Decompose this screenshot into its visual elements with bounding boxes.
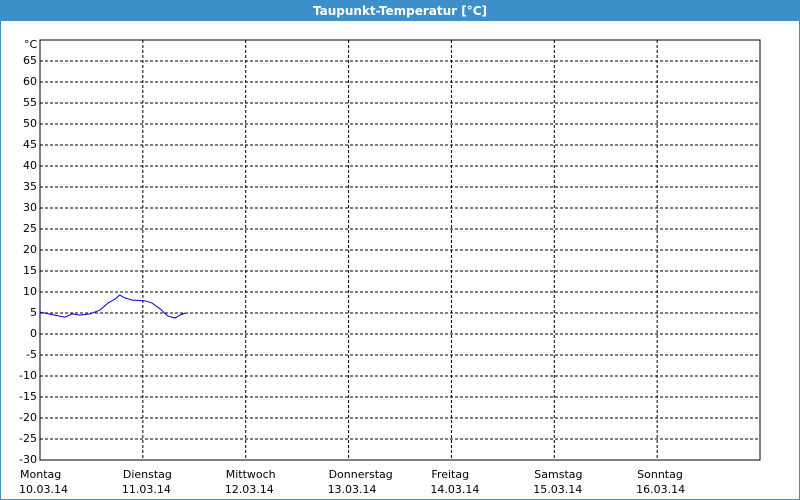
y-tick-label: 40 xyxy=(23,159,37,172)
x-tick-date: 11.03.14 xyxy=(122,483,171,496)
y-tick-label: 5 xyxy=(30,306,37,319)
y-tick-label: -25 xyxy=(19,432,37,445)
y-tick-label: 20 xyxy=(23,243,37,256)
y-tick-label: 30 xyxy=(23,201,37,214)
y-tick-label: 15 xyxy=(23,264,37,277)
x-tick-label: Dienstag xyxy=(123,468,172,481)
y-tick-label: 55 xyxy=(23,96,37,109)
y-tick-label: -20 xyxy=(19,411,37,424)
x-tick-label: Mittwoch xyxy=(226,468,276,481)
plot-border xyxy=(39,39,761,461)
x-tick-date: 13.03.14 xyxy=(328,483,377,496)
data-line xyxy=(39,294,186,319)
x-tick-label: Freitag xyxy=(431,468,469,481)
y-tick-label: -30 xyxy=(19,453,37,466)
y-tick-label: 45 xyxy=(23,138,37,151)
x-tick-label: Donnerstag xyxy=(329,468,393,481)
y-tick-label: 0 xyxy=(30,327,37,340)
y-tick-label: 35 xyxy=(23,180,37,193)
x-tick-date: 10.03.14 xyxy=(19,483,68,496)
x-tick-date: 14.03.14 xyxy=(430,483,479,496)
x-tick-date: 16.03.14 xyxy=(636,483,685,496)
y-tick-label: -5 xyxy=(26,348,37,361)
title-bar: Taupunkt-Temperatur [°C] xyxy=(1,1,799,21)
y-tick-label: 25 xyxy=(23,222,37,235)
y-tick-label: -10 xyxy=(19,369,37,382)
y-unit-label: °C xyxy=(24,38,38,51)
x-tick-label: Sonntag xyxy=(637,468,683,481)
y-tick-label: -15 xyxy=(19,390,37,403)
y-tick-label: 10 xyxy=(23,285,37,298)
y-tick-label: 60 xyxy=(23,75,37,88)
x-tick-date: 12.03.14 xyxy=(225,483,274,496)
y-tick-label: 50 xyxy=(23,117,37,130)
y-tick-label: 65 xyxy=(23,54,37,67)
x-tick-date: 15.03.14 xyxy=(533,483,582,496)
x-tick-label: Montag xyxy=(20,468,61,481)
x-tick-label: Samstag xyxy=(534,468,582,481)
